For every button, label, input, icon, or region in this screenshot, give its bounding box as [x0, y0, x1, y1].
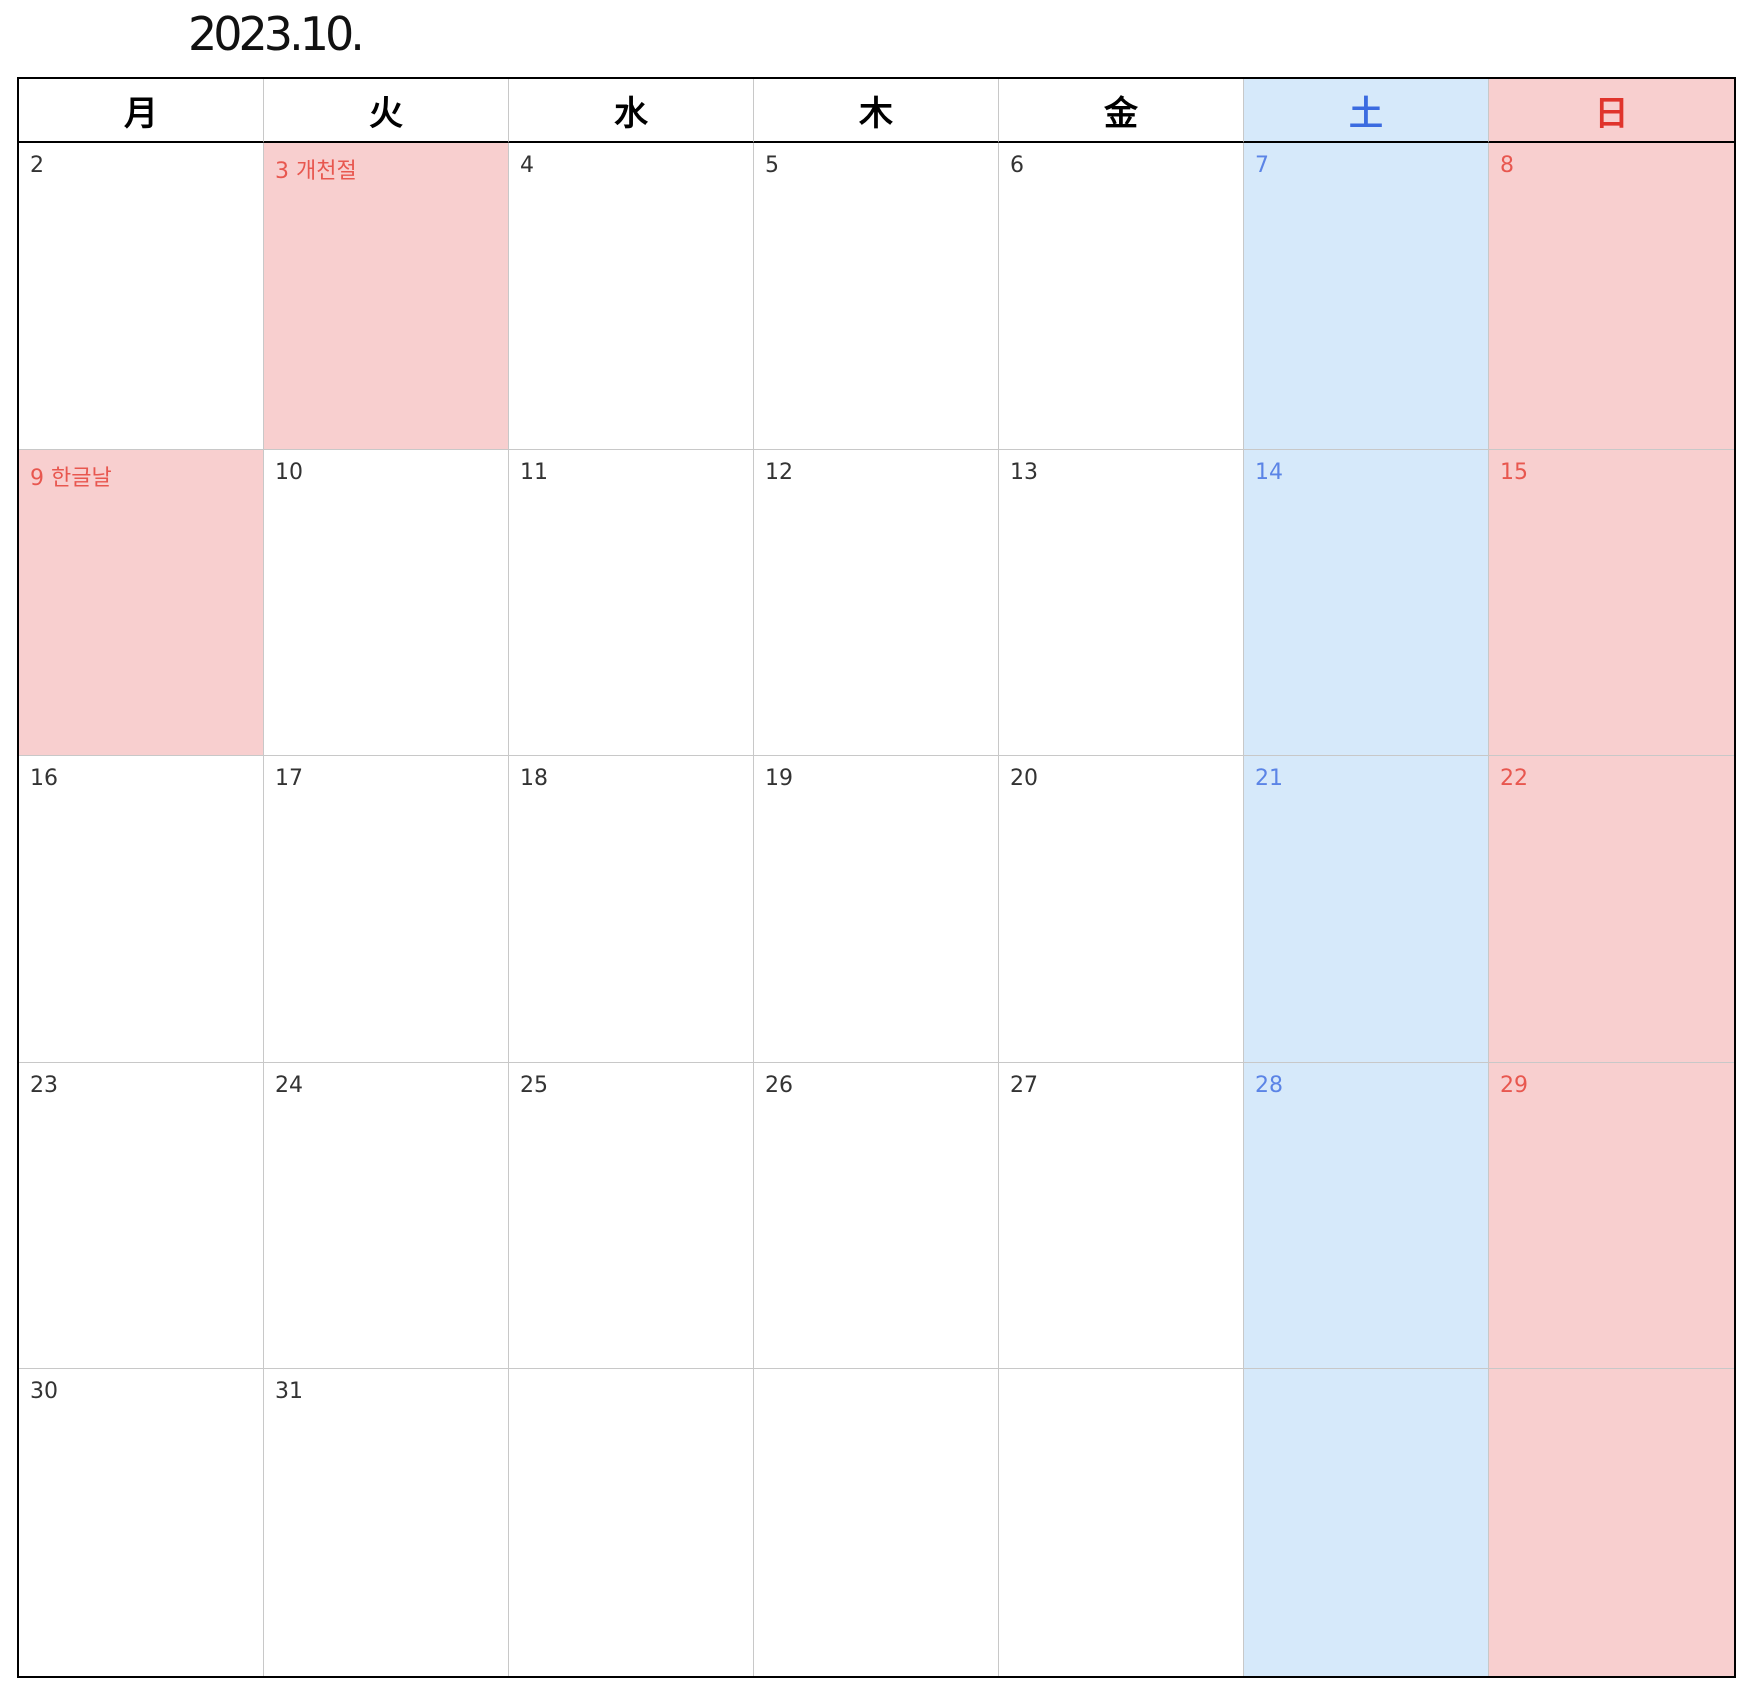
day-number: 7: [1255, 153, 1269, 178]
day-cell[interactable]: 27: [999, 1062, 1244, 1370]
day-cell[interactable]: 13: [999, 449, 1244, 757]
day-cell[interactable]: 18: [509, 756, 754, 1063]
day-cell[interactable]: 29: [1489, 1062, 1734, 1370]
empty-day-cell[interactable]: [1489, 1369, 1734, 1676]
day-cell[interactable]: 28: [1244, 1062, 1489, 1370]
day-cell[interactable]: 15: [1489, 449, 1734, 757]
day-number: 11: [520, 459, 548, 485]
day-cell[interactable]: 10: [264, 449, 509, 757]
day-number: 12: [765, 459, 793, 485]
weekday-header-sat: 土: [1244, 79, 1489, 143]
weekday-header-wed: 水: [509, 79, 754, 143]
empty-day-cell[interactable]: [754, 1369, 999, 1676]
weekday-header-fri: 金: [999, 79, 1244, 143]
day-number: 2: [30, 153, 44, 178]
weekday-header-tue: 火: [264, 79, 509, 143]
day-cell[interactable]: 2: [19, 143, 264, 450]
day-cell[interactable]: 14: [1244, 449, 1489, 757]
day-cell[interactable]: 7: [1244, 143, 1489, 450]
empty-day-cell[interactable]: [509, 1369, 754, 1676]
day-number: 20: [1010, 766, 1038, 792]
day-cell[interactable]: 31: [264, 1369, 509, 1676]
day-cell[interactable]: 19: [754, 756, 999, 1063]
day-number: 25: [520, 1072, 548, 1098]
day-number: 30: [30, 1379, 58, 1405]
day-number: 31: [275, 1379, 303, 1405]
day-cell[interactable]: 26: [754, 1062, 999, 1370]
day-number: 28: [1255, 1072, 1283, 1098]
day-number: 13: [1010, 459, 1038, 485]
day-cell[interactable]: 20: [999, 756, 1244, 1063]
weekday-header-sun: 日: [1489, 79, 1734, 143]
day-cell[interactable]: 11: [509, 449, 754, 757]
day-number: 5: [765, 153, 779, 178]
calendar-grid: 月火水木金土日 2 3 개천절 4 5 6 7 8 9 한글날 10 11 12 13 14 15 16 17 1…: [17, 77, 1736, 1678]
day-number: 8: [1500, 153, 1514, 178]
day-cell[interactable]: 6: [999, 143, 1244, 450]
day-cell[interactable]: 30: [19, 1369, 264, 1676]
empty-day-cell[interactable]: [999, 1369, 1244, 1676]
day-cell[interactable]: 16: [19, 756, 264, 1063]
day-number: 23: [30, 1072, 58, 1098]
day-cell[interactable]: 9 한글날: [19, 449, 264, 757]
day-number: 16: [30, 766, 58, 792]
day-number: 19: [765, 766, 793, 792]
day-cell[interactable]: 23: [19, 1062, 264, 1370]
day-cell[interactable]: 24: [264, 1062, 509, 1370]
weekday-header-mon: 月: [19, 79, 264, 143]
day-number: 4: [520, 153, 534, 178]
holiday-label: 9 한글날: [30, 465, 112, 491]
weekday-header-thu: 木: [754, 79, 999, 143]
empty-day-cell[interactable]: [1244, 1369, 1489, 1676]
day-number: 6: [1010, 153, 1024, 178]
day-number: 10: [275, 459, 303, 485]
day-number: 15: [1500, 459, 1528, 485]
day-number: 26: [765, 1072, 793, 1098]
day-number: 29: [1500, 1072, 1528, 1098]
holiday-label: 3 개천절: [275, 159, 357, 184]
day-cell[interactable]: 25: [509, 1062, 754, 1370]
day-cell[interactable]: 17: [264, 756, 509, 1063]
calendar-title: 2023.10.: [188, 7, 365, 61]
day-cell[interactable]: 8: [1489, 143, 1734, 450]
day-cell[interactable]: 22: [1489, 756, 1734, 1063]
day-number: 22: [1500, 766, 1528, 792]
day-number: 14: [1255, 459, 1283, 485]
day-cell[interactable]: 5: [754, 143, 999, 450]
day-cell[interactable]: 21: [1244, 756, 1489, 1063]
day-number: 21: [1255, 766, 1283, 792]
day-cell[interactable]: 3 개천절: [264, 143, 509, 450]
day-number: 18: [520, 766, 548, 792]
day-cell[interactable]: 4: [509, 143, 754, 450]
day-number: 24: [275, 1072, 303, 1098]
day-number: 17: [275, 766, 303, 792]
day-number: 27: [1010, 1072, 1038, 1098]
day-cell[interactable]: 12: [754, 449, 999, 757]
